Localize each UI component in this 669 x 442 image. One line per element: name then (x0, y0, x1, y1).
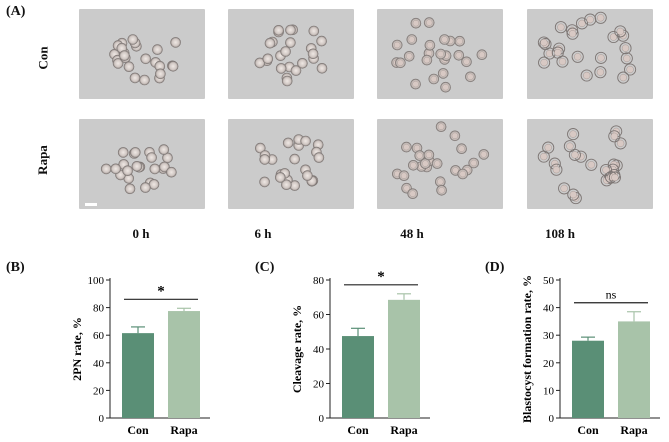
row-label-con: Con (35, 46, 51, 70)
significance-label: ns (606, 288, 617, 302)
x-tick-label: Rapa (170, 423, 197, 437)
panel-a-letter: (A) (6, 4, 26, 19)
y-tick-label: 20 (313, 379, 325, 391)
bar-con (572, 340, 604, 418)
bar-rapa (168, 311, 200, 418)
chart-blastocyst-rate: Blastocyst formation rate, % 0 10 20 30 40 50 C… (520, 275, 660, 437)
time-label-6h: 6 h (254, 226, 272, 241)
y-axis-label: Blastocyst formation rate, % (520, 275, 534, 423)
micrograph-r1-c3 (527, 119, 653, 209)
chart-cleavage-rate: Cleavage rate, % 0 20 40 60 80 Con Rapa * (290, 270, 430, 437)
x-tick-label: Con (577, 423, 599, 437)
panel-c-letter: (C) (255, 260, 275, 275)
chart-2pn-rate: 2PN rate, % 0 20 40 60 80 100 Con Rapa * (70, 275, 210, 437)
x-tick-label: Con (347, 423, 369, 437)
time-label-0h: 0 h (132, 226, 150, 241)
y-tick-label: 60 (93, 330, 105, 342)
bar-con (342, 336, 374, 418)
panel-b-letter: (B) (6, 260, 25, 275)
micrograph-r1-c2 (377, 119, 503, 209)
y-tick-label: 30 (543, 330, 555, 342)
y-tick-label: 80 (93, 303, 105, 315)
bar-rapa (618, 321, 650, 418)
y-tick-label: 20 (543, 358, 555, 370)
y-axis-label: 2PN rate, % (70, 317, 84, 381)
time-label-48h: 48 h (400, 226, 424, 241)
y-tick-label: 60 (313, 310, 325, 322)
y-tick-label: 100 (88, 275, 105, 287)
bar-rapa (388, 299, 420, 418)
x-tick-label: Rapa (620, 423, 647, 437)
y-tick-label: 40 (93, 358, 105, 370)
micrograph-r0-c2 (377, 9, 503, 99)
micrograph-r0-c1 (228, 9, 354, 99)
y-tick-label: 0 (319, 413, 325, 425)
y-axis-label: Cleavage rate, % (290, 305, 304, 393)
y-tick-label: 20 (93, 385, 105, 397)
x-tick-label: Con (127, 423, 149, 437)
significance-label: * (377, 270, 385, 285)
time-label-108h: 108 h (545, 226, 575, 241)
significance-label: * (157, 283, 165, 299)
micrograph-r1-c0 (79, 119, 205, 209)
y-tick-label: 0 (549, 413, 555, 425)
x-tick-label: Rapa (390, 423, 417, 437)
micrograph-r0-c3 (527, 9, 653, 99)
scale-bar (85, 203, 97, 206)
micrograph-r0-c0 (79, 9, 205, 99)
y-tick-label: 0 (99, 413, 105, 425)
y-tick-label: 50 (543, 275, 555, 287)
y-tick-label: 10 (543, 385, 555, 397)
panel-d-letter: (D) (485, 260, 505, 275)
micrograph-r1-c1 (228, 119, 354, 209)
y-tick-label: 80 (313, 275, 325, 287)
y-tick-label: 40 (543, 303, 555, 315)
y-tick-label: 40 (313, 344, 325, 356)
bar-con (122, 333, 154, 418)
row-label-rapa: Rapa (34, 145, 50, 175)
